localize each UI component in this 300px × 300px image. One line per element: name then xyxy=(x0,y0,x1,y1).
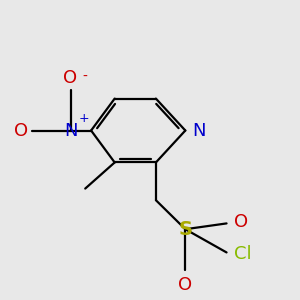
Text: N: N xyxy=(193,122,206,140)
Text: S: S xyxy=(178,220,192,239)
Text: -: - xyxy=(83,70,88,84)
Text: O: O xyxy=(178,276,192,294)
Text: N: N xyxy=(64,122,77,140)
Text: +: + xyxy=(78,112,89,125)
Text: O: O xyxy=(14,122,28,140)
Text: Cl: Cl xyxy=(234,245,251,263)
Text: O: O xyxy=(63,69,78,87)
Text: O: O xyxy=(234,213,248,231)
